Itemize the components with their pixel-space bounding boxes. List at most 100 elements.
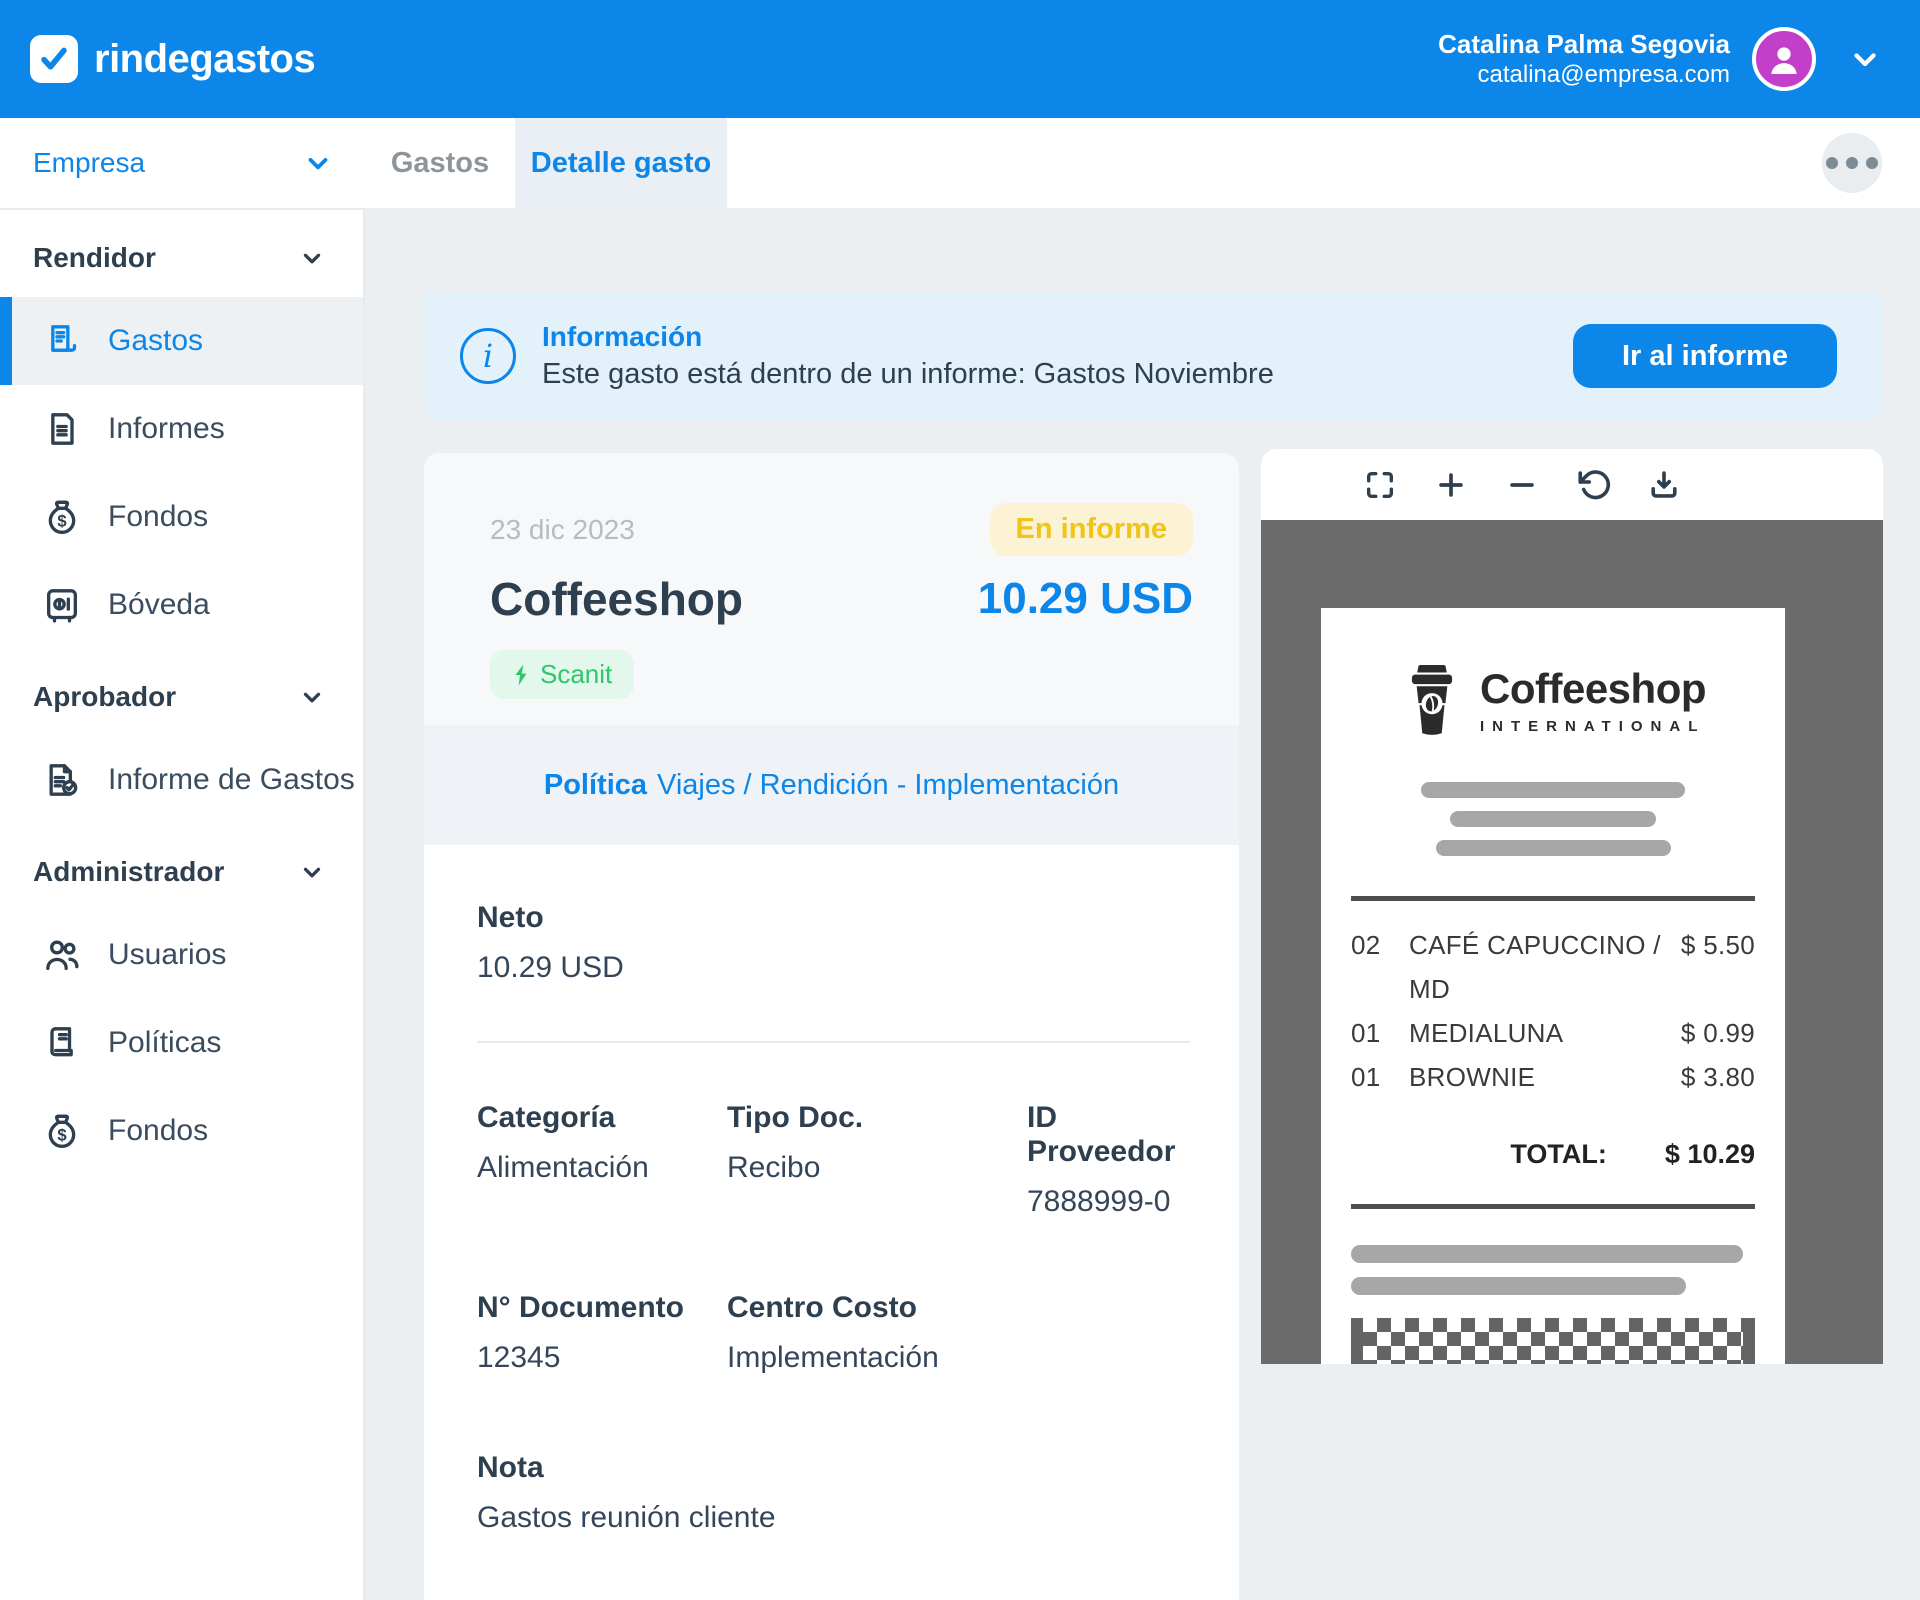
sidebar-section-aprobador[interactable]: Aprobador [0, 673, 363, 721]
receipt-item-row: 01 MEDIALUNA $ 0.99 [1351, 1011, 1755, 1055]
field-id-proveedor: ID Proveedor 7888999-0 [1027, 1101, 1190, 1219]
app-header: rindegastos Catalina Palma Segovia catal… [0, 0, 1920, 118]
receipt-viewer[interactable]: Coffeeshop INTERNATIONAL 02 CAFÉ CAPUCCI… [1261, 520, 1883, 1364]
field-value: 10.29 USD [477, 951, 624, 984]
chevron-down-icon [299, 245, 325, 271]
receipt-brand-subtitle: INTERNATIONAL [1480, 717, 1706, 735]
sidebar-item-fondos-admin[interactable]: $ Fondos [0, 1087, 363, 1175]
field-value: 7888999-0 [1027, 1185, 1171, 1218]
user-info: Catalina Palma Segovia catalina@empresa.… [1438, 28, 1730, 91]
receipt-items: 02 CAFÉ CAPUCCINO / MD $ 5.50 01 MEDIALU… [1351, 923, 1755, 1099]
item-price: $ 3.80 [1680, 1062, 1755, 1092]
item-name: MEDIALUNA [1409, 1018, 1564, 1048]
tab-detalle-gasto[interactable]: Detalle gasto [515, 118, 727, 208]
total-value: $ 10.29 [1664, 1139, 1755, 1169]
rotate-ccw-icon[interactable] [1574, 466, 1612, 504]
chevron-down-icon [299, 684, 325, 710]
safe-icon [42, 585, 82, 625]
svg-text:$: $ [57, 511, 67, 530]
sidebar-item-label: Fondos [108, 1114, 209, 1147]
chevron-down-icon [299, 859, 325, 885]
policy-scroll-icon [42, 1023, 82, 1063]
field-value: Implementación [727, 1341, 939, 1374]
zoom-in-icon[interactable] [1432, 466, 1470, 504]
item-qty: 01 [1351, 1062, 1381, 1092]
sidebar-section-administrador[interactable]: Administrador [0, 848, 363, 896]
status-badge: En informe [989, 503, 1193, 556]
company-selector[interactable]: Empresa [33, 118, 333, 208]
user-email: catalina@empresa.com [1477, 61, 1730, 89]
expense-detail-card: 23 dic 2023 En informe Coffeeshop 10.29 … [424, 453, 1239, 1600]
field-label: Centro Costo [727, 1291, 917, 1324]
receipt-rule [1351, 1204, 1755, 1209]
receipt-item-row: 01 BROWNIE $ 3.80 [1351, 1055, 1755, 1099]
sidebar-item-label: Fondos [108, 500, 209, 533]
sidebar-item-fondos[interactable]: $ Fondos [0, 473, 363, 561]
sidebar-section-title: Administrador [33, 856, 225, 887]
field-label: Neto [477, 901, 544, 934]
field-centro-costo: Centro Costo Implementación [727, 1291, 1190, 1375]
fullscreen-icon[interactable] [1361, 466, 1399, 504]
field-value: Alimentación [477, 1151, 649, 1184]
receipt-item-row: 02 CAFÉ CAPUCCINO / MD $ 5.50 [1351, 923, 1755, 1011]
item-name: BROWNIE [1409, 1062, 1536, 1092]
scanit-label: Scanit [540, 659, 613, 689]
receipt-brand-logo: Coffeeshop INTERNATIONAL [1351, 664, 1755, 738]
field-label: Tipo Doc. [727, 1101, 864, 1134]
sidebar-item-gastos[interactable]: Gastos [0, 297, 363, 385]
item-price: $ 5.50 [1680, 930, 1755, 960]
sidebar-section-title: Rendidor [33, 242, 156, 273]
avatar[interactable] [1752, 27, 1816, 91]
more-options-button[interactable] [1822, 133, 1882, 193]
receipt-rule [1351, 896, 1755, 901]
banner-message: Este gasto está dentro de un informe: Ga… [542, 358, 1274, 391]
coffee-cup-icon [1400, 664, 1464, 738]
field-nota: Nota Gastos reunión cliente [477, 1451, 1190, 1535]
sidebar-item-boveda[interactable]: Bóveda [0, 561, 363, 649]
download-icon[interactable] [1645, 466, 1683, 504]
sidebar-item-label: Informes [108, 412, 225, 445]
receipt-total-row: TOTAL: $ 10.29 [1351, 1139, 1755, 1170]
receipt-image: Coffeeshop INTERNATIONAL 02 CAFÉ CAPUCCI… [1321, 608, 1785, 1364]
merchant-name: Coffeeshop [490, 573, 743, 625]
money-bag-icon: $ [42, 497, 82, 537]
user-menu-chevron-down-icon[interactable] [1848, 42, 1882, 76]
receipt-icon [42, 321, 82, 361]
svg-text:$: $ [57, 1125, 67, 1144]
field-label: ID Proveedor [1027, 1101, 1176, 1168]
nav-bar: Empresa Gastos Detalle gasto [0, 118, 1920, 208]
policy-label: Política [543, 768, 648, 801]
field-label: Categoría [477, 1101, 616, 1134]
brand-name: rindegastos [94, 36, 316, 81]
go-to-report-button[interactable]: Ir al informe [1573, 324, 1837, 388]
expense-header: 23 dic 2023 En informe Coffeeshop 10.29 … [424, 453, 1239, 725]
zoom-out-icon[interactable] [1503, 466, 1541, 504]
field-n-documento: N° Documento 12345 [477, 1291, 727, 1375]
sidebar-item-politicas[interactable]: Políticas [0, 999, 363, 1087]
company-selector-label: Empresa [33, 147, 146, 178]
item-name: CAFÉ CAPUCCINO / MD [1409, 930, 1661, 1004]
sidebar-section-rendidor[interactable]: Rendidor [0, 234, 363, 282]
user-name: Catalina Palma Segovia [1438, 28, 1730, 59]
banner-title: Información [542, 320, 703, 352]
tab-gastos[interactable]: Gastos [390, 146, 490, 179]
report-check-icon [42, 760, 82, 800]
receipt-brand-name: Coffeeshop [1480, 664, 1707, 712]
sidebar-item-label: Políticas [108, 1026, 222, 1059]
users-icon [42, 935, 82, 975]
field-label: Nota [477, 1451, 544, 1484]
info-banner: i Información Este gasto está dentro de … [424, 292, 1883, 420]
receipt-placeholder-lines [1351, 782, 1755, 856]
field-value: Gastos reunión cliente [477, 1501, 776, 1534]
divider [477, 1041, 1190, 1043]
sidebar-item-informe-de-gastos[interactable]: Informe de Gastos [0, 736, 363, 824]
field-neto: Neto 10.29 USD [477, 901, 1190, 985]
sidebar-item-label: Informe de Gastos [108, 763, 355, 796]
viewer-toolbar [1261, 449, 1883, 520]
sidebar-item-usuarios[interactable]: Usuarios [0, 911, 363, 999]
item-price: $ 0.99 [1680, 1018, 1755, 1048]
document-icon [42, 409, 82, 449]
sidebar-item-informes[interactable]: Informes [0, 385, 363, 473]
field-label: N° Documento [477, 1291, 684, 1324]
